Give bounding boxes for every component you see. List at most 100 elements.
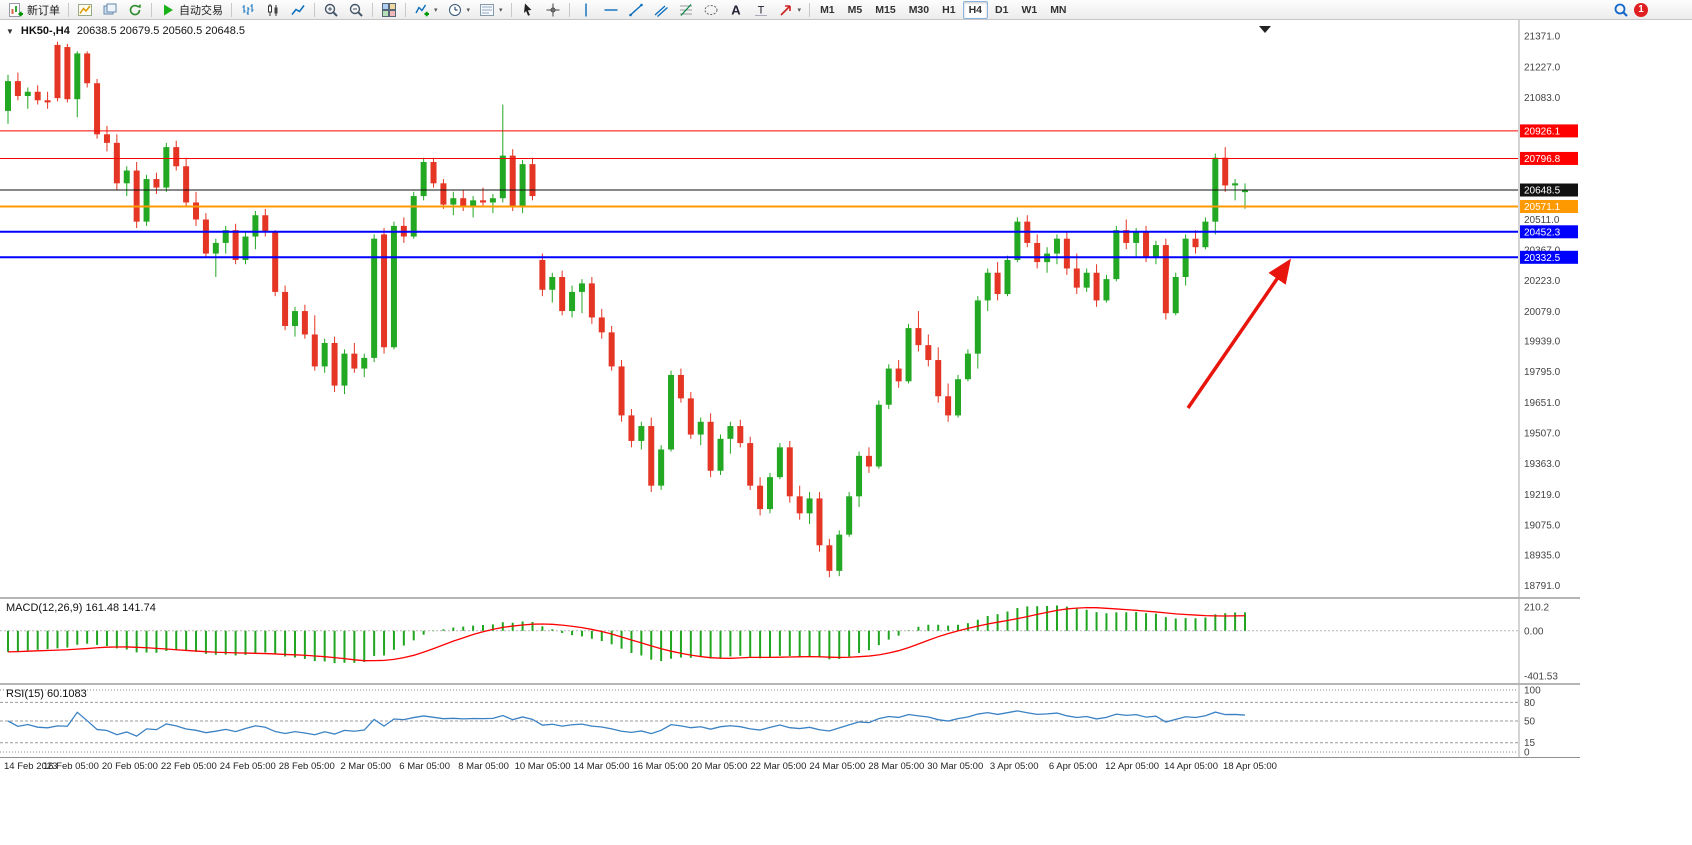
price-chart-panel[interactable]: 21371.021227.021083.020511.020367.020223… xyxy=(0,20,1580,597)
svg-text:T: T xyxy=(757,4,764,16)
templates-button[interactable]: ▾ xyxy=(475,1,507,19)
new-order-button[interactable]: 新订单 xyxy=(4,1,64,19)
macd-signal-line xyxy=(7,606,1246,662)
panel-splitter[interactable] xyxy=(0,597,1580,599)
vertical-line-button[interactable] xyxy=(574,1,598,19)
toolbar-separator xyxy=(68,2,69,17)
svg-text:0.00: 0.00 xyxy=(1524,626,1544,637)
refresh-icon xyxy=(127,2,143,18)
new-chart-icon xyxy=(77,2,93,18)
timeframe-m5-button[interactable]: M5 xyxy=(847,3,863,16)
svg-text:19795.0: 19795.0 xyxy=(1524,367,1561,378)
bar-chart-icon xyxy=(240,2,256,18)
profiles-button[interactable] xyxy=(98,1,122,19)
svg-text:50: 50 xyxy=(1524,717,1536,728)
timeframe-mn-button[interactable]: MN xyxy=(1050,3,1067,16)
svg-text:20452.3: 20452.3 xyxy=(1524,227,1561,238)
vline-icon xyxy=(578,2,594,18)
bar-chart-button[interactable] xyxy=(236,1,260,19)
indicators-icon xyxy=(414,2,430,18)
timeframe-m1-button[interactable]: M1 xyxy=(820,3,835,16)
date-label: 16 Feb 05:00 xyxy=(42,761,99,772)
shapes-button[interactable] xyxy=(699,1,723,19)
hline-icon xyxy=(603,2,619,18)
chart-symbol-period: HK50-,H4 xyxy=(20,25,70,37)
new-chart-button[interactable] xyxy=(73,1,97,19)
refresh-button[interactable] xyxy=(123,1,147,19)
chart-window: ▼ HK50-,H4 20638.5 20679.5 20560.5 20648… xyxy=(0,20,1692,845)
trendline-button[interactable] xyxy=(624,1,648,19)
channel-icon xyxy=(653,2,669,18)
toolbar-separator xyxy=(405,2,406,17)
svg-text:20648.5: 20648.5 xyxy=(1524,186,1561,197)
text-button[interactable]: A xyxy=(724,1,748,19)
profiles-icon xyxy=(102,2,118,18)
timeframe-m30-button[interactable]: M30 xyxy=(908,3,930,16)
date-label: 20 Feb 05:00 xyxy=(101,761,158,772)
date-label: 22 Mar 05:00 xyxy=(750,761,807,772)
text-icon: A xyxy=(728,2,744,18)
autotrading-button[interactable]: 自动交易 xyxy=(156,1,227,19)
search-icon xyxy=(1613,2,1629,18)
periods-button[interactable]: ▾ xyxy=(443,1,475,19)
date-label: 18 Apr 05:00 xyxy=(1223,761,1277,772)
svg-text:20571.1: 20571.1 xyxy=(1524,202,1561,213)
panel-splitter[interactable] xyxy=(0,683,1580,685)
toolbar: 新订单 自动交易 ▾ ▾ ▾ A T ▾ M1 M5 M15 M30 H1 H4 D1 W1 MN 1 xyxy=(0,0,1692,20)
svg-text:-401.53: -401.53 xyxy=(1524,671,1558,682)
date-label: 28 Feb 05:00 xyxy=(278,761,335,772)
date-label: 22 Feb 05:00 xyxy=(160,761,217,772)
rsi-value: 60.1083 xyxy=(46,688,87,700)
candles-layer xyxy=(5,41,1248,578)
date-label: 6 Mar 05:00 xyxy=(399,761,451,772)
cursor-button[interactable] xyxy=(516,1,540,19)
timeframe-d1-button[interactable]: D1 xyxy=(995,3,1009,16)
toolbar-separator xyxy=(231,2,232,17)
line-chart-icon xyxy=(290,2,306,18)
search-button[interactable] xyxy=(1609,1,1633,19)
svg-text:19363.0: 19363.0 xyxy=(1524,459,1561,470)
chart-shift-marker[interactable] xyxy=(1259,26,1271,33)
date-label: 14 Feb 2023 xyxy=(4,761,58,772)
notification-badge[interactable]: 1 xyxy=(1634,2,1648,17)
svg-text:20332.5: 20332.5 xyxy=(1524,253,1561,264)
line-chart-button[interactable] xyxy=(286,1,310,19)
candlestick-chart-button[interactable] xyxy=(261,1,285,19)
macd-panel[interactable]: 210.2 0.00 -401.53 xyxy=(0,599,1580,683)
toolbar-separator xyxy=(314,2,315,17)
svg-text:19075.0: 19075.0 xyxy=(1524,521,1561,532)
zoom-in-button[interactable] xyxy=(319,1,343,19)
tile-windows-button[interactable] xyxy=(377,1,401,19)
time-axis[interactable]: 14 Feb 2023 16 Feb 05:00 20 Feb 05:00 22 Fe… xyxy=(0,757,1580,775)
templates-icon xyxy=(479,2,495,18)
svg-text:20796.8: 20796.8 xyxy=(1524,154,1561,165)
timeframe-m15-button[interactable]: M15 xyxy=(875,3,896,16)
fibonacci-button[interactable] xyxy=(674,1,698,19)
zoom-out-button[interactable] xyxy=(344,1,368,19)
rsi-title: RSI(15) xyxy=(6,688,44,700)
channel-button[interactable] xyxy=(649,1,673,19)
annotation-arrow[interactable] xyxy=(1186,258,1291,409)
arrow-icon xyxy=(778,2,794,18)
label-button[interactable]: T xyxy=(749,1,773,19)
timeframe-h1-button[interactable]: H1 xyxy=(942,3,956,16)
svg-text:19651.0: 19651.0 xyxy=(1524,398,1561,409)
autotrading-button-label: 自动交易 xyxy=(179,4,223,17)
timeframe-w1-button[interactable]: W1 xyxy=(1021,3,1038,16)
horizontal-line-button[interactable] xyxy=(599,1,623,19)
play-icon xyxy=(160,2,176,18)
date-label: 28 Mar 05:00 xyxy=(868,761,925,772)
arrows-button[interactable]: ▾ xyxy=(774,1,806,19)
fibonacci-icon xyxy=(678,2,694,18)
crosshair-button[interactable] xyxy=(541,1,565,19)
price-badge: 20452.3 xyxy=(1520,225,1578,239)
indicators-button[interactable]: ▾ xyxy=(410,1,442,19)
crosshair-icon xyxy=(545,2,561,18)
date-label: 30 Mar 05:00 xyxy=(927,761,984,772)
shapes-icon xyxy=(703,2,719,18)
collapse-triangle-icon[interactable]: ▼ xyxy=(6,26,14,36)
toolbar-separator xyxy=(568,2,570,17)
timeframe-h4-button[interactable]: H4 xyxy=(962,0,988,19)
caret-down-icon: ▾ xyxy=(434,6,438,14)
